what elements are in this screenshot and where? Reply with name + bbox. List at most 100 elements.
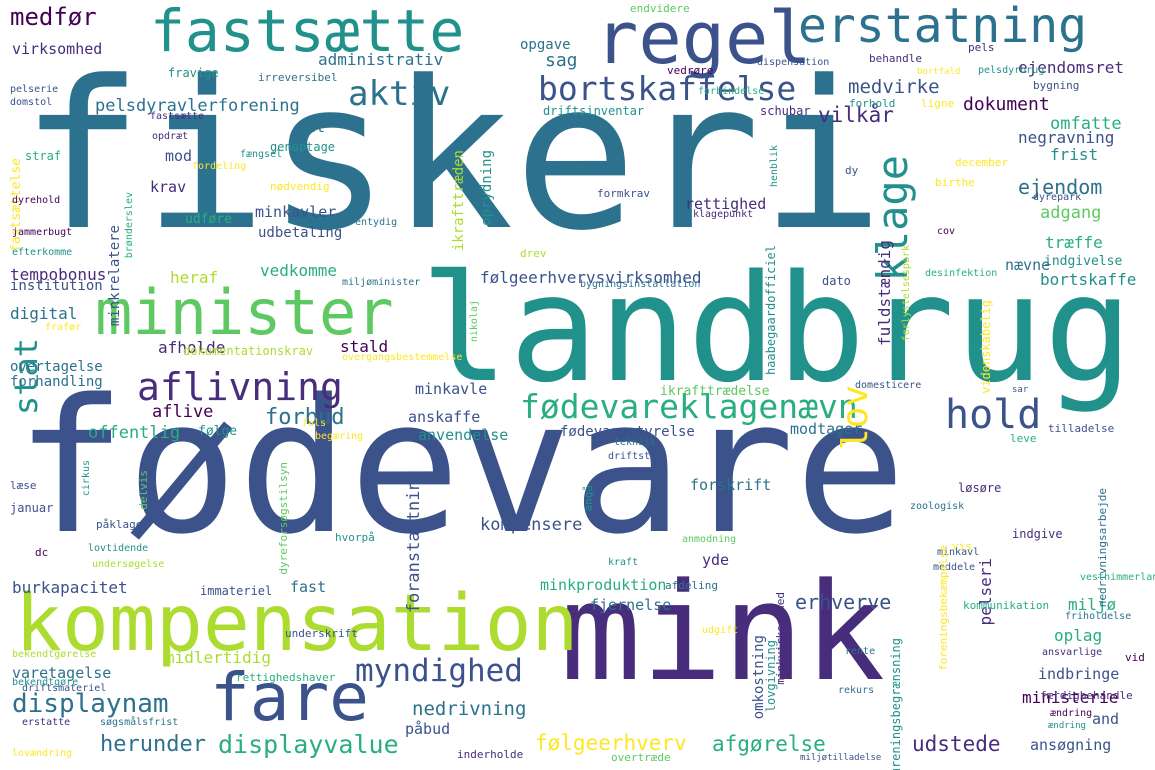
word-139: overgangsbestemmelse	[342, 352, 463, 363]
word-166: løsøre	[958, 481, 1002, 495]
word-106: vedrøre	[667, 64, 714, 77]
word-199: ændring	[1048, 721, 1086, 731]
word-30: vilkår	[818, 103, 894, 127]
word-10: aflivning	[137, 365, 343, 409]
word-84: varetagelse	[12, 664, 112, 682]
word-61: minkrelatere	[107, 225, 123, 327]
word-198: ændring	[1050, 708, 1093, 719]
word-143: videnskabelig	[979, 300, 993, 394]
word-65: overtagelse	[10, 359, 103, 375]
word-96: dokumentationskrav	[183, 344, 314, 358]
word-181: udgift	[702, 625, 739, 636]
word-126: straf	[25, 149, 62, 163]
word-57: følgeerhvervsvirksomhed	[480, 268, 702, 287]
word-182: rettighedshaver	[236, 671, 336, 684]
word-18: displaynam	[12, 689, 169, 719]
word-45: administrativ	[318, 50, 444, 69]
word-171: meddele	[933, 562, 976, 573]
word-153: delvis	[137, 470, 150, 510]
word-129: opdræt	[152, 131, 189, 142]
word-132: fastsætte	[150, 111, 205, 122]
word-157: dc	[35, 546, 49, 559]
word-2: landbrug	[420, 243, 1133, 415]
word-80: fjernelse	[590, 596, 672, 614]
word-39: fuldstændig	[875, 240, 894, 346]
word-12: bortskaffelse	[538, 69, 797, 108]
word-88: indbringe	[1038, 665, 1120, 683]
word-158: lovtidende	[88, 543, 149, 554]
word-78: yde	[702, 551, 730, 569]
word-74: modtager	[790, 420, 863, 438]
word-102: endvidere	[630, 2, 690, 15]
word-136: brønderslev	[124, 192, 135, 259]
word-147: leve	[1010, 432, 1037, 445]
word-163: anmodning	[682, 534, 737, 545]
word-67: aflive	[152, 402, 214, 422]
word-6: fastsætte	[150, 0, 465, 65]
word-70: minkavle	[415, 380, 488, 398]
word-11: fødevareklagenævn	[520, 387, 858, 426]
word-69: følge	[198, 424, 238, 439]
word-201: bortfald	[917, 67, 961, 77]
word-127: domstol	[10, 97, 53, 108]
word-4: kompensation	[15, 579, 579, 669]
word-142: forlystelsespark	[901, 245, 912, 342]
word-128: pelserie	[10, 84, 59, 95]
word-196: miljøtilladelse	[800, 753, 882, 763]
word-49: ret	[298, 118, 326, 136]
word-177: foreningsbekæmpelse	[937, 545, 950, 671]
word-200: pelsdyrbrug	[978, 65, 1045, 76]
word-123: cov	[937, 226, 956, 237]
word-82: fast	[290, 578, 327, 596]
word-47: opgave	[520, 37, 571, 53]
word-97: nødvendig	[270, 180, 330, 193]
word-114: birthe	[935, 176, 975, 189]
word-25: udstede	[912, 732, 1001, 756]
word-75: forskrift	[690, 476, 772, 494]
word-79: minkproduktion	[540, 576, 667, 594]
word-34: dokument	[963, 94, 1050, 115]
word-26: afgørelse	[712, 732, 826, 756]
word-92: pelseri	[976, 558, 995, 626]
word-164: kraft	[608, 557, 639, 568]
word-5: regel	[595, 0, 812, 80]
word-100: fravige	[168, 66, 219, 80]
word-83: midlertidig	[165, 648, 271, 667]
word-112: bygning	[1033, 79, 1080, 92]
word-174: immateriel	[200, 584, 273, 598]
word-133: dyrehold	[12, 195, 61, 206]
word-117: formkrav	[597, 187, 650, 200]
word-104: behandle	[869, 52, 922, 65]
word-81: burkapacitet	[12, 578, 128, 597]
word-113: december	[955, 156, 1008, 169]
word-161: påklage	[96, 518, 143, 531]
word-145: sar	[1012, 385, 1029, 395]
word-170: minkavl	[937, 547, 980, 558]
word-148: teknisk	[614, 437, 657, 448]
word-3: mink	[560, 554, 886, 711]
word-77: foranstaltning	[404, 470, 424, 614]
word-152: dyreforsøgstilsyn	[277, 462, 290, 575]
word-55: heraf	[170, 268, 219, 287]
word-85: påbud	[405, 720, 451, 738]
word-46: virksomhed	[12, 40, 103, 58]
word-44: bortskaffe	[1040, 270, 1137, 289]
word-53: udbetaling	[258, 225, 343, 241]
word-130: fængsel	[240, 149, 283, 160]
word-191: erstatte	[22, 717, 71, 728]
word-116: henblik	[769, 145, 780, 188]
word-134: jammerbugt	[12, 227, 73, 238]
word-98: udføre	[185, 212, 232, 227]
word-1: fødevare	[15, 359, 907, 575]
word-99: genoptage	[270, 140, 336, 154]
word-195: overtræde	[611, 751, 671, 764]
word-15: lov	[835, 385, 876, 451]
word-110: forhold	[849, 97, 896, 110]
word-135: efterkomme	[12, 247, 73, 258]
word-140: nikolaj	[469, 300, 480, 343]
word-40: adgang	[1040, 203, 1102, 223]
word-109: schubar	[760, 104, 811, 118]
word-120: miljøminister	[342, 277, 421, 288]
word-137: entydig	[355, 217, 398, 228]
